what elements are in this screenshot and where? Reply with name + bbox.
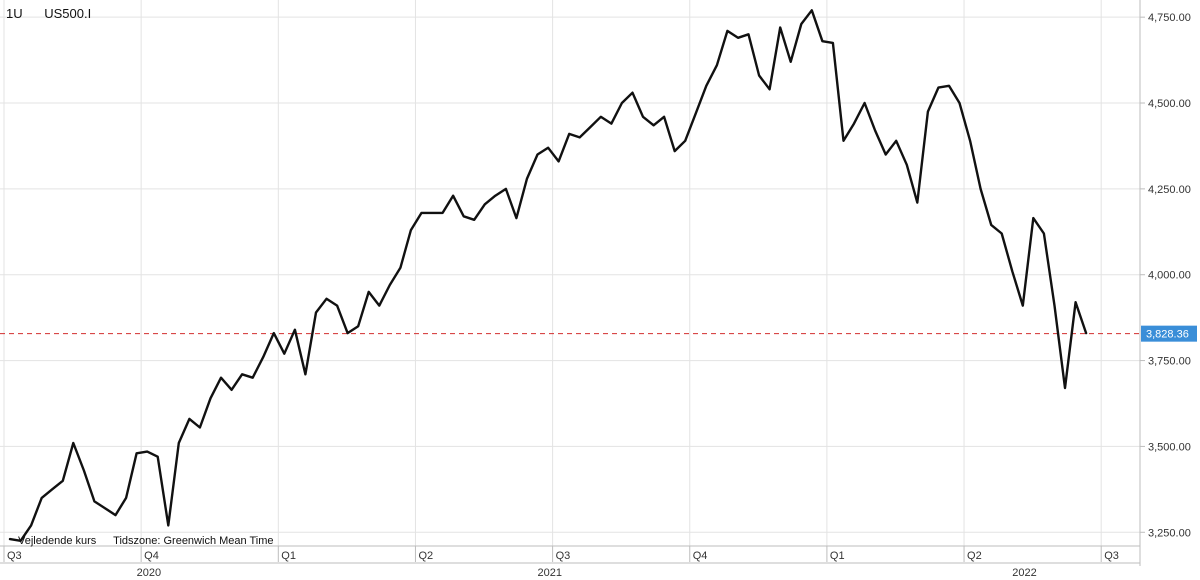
chart-footer-note: Vejledende kurs Tidszone: Greenwich Mean… [18, 535, 288, 547]
x-tick-label: Q2 [418, 550, 433, 562]
vertical-gridlines [3, 0, 1102, 546]
year-label: 2022 [1012, 567, 1036, 579]
x-tick-label: Q4 [144, 550, 159, 562]
price-type-label: Vejledende kurs [18, 535, 97, 547]
year-label: 2021 [538, 567, 562, 579]
y-tick-label: 3,250.00 [1148, 527, 1191, 539]
x-tick-label: Q3 [556, 550, 571, 562]
series-line [8, 9, 1088, 542]
horizontal-gridlines [0, 16, 1140, 533]
x-tick-label: Q1 [830, 550, 845, 562]
x-tick-label: Q4 [693, 550, 708, 562]
year-axis: 2020 2021 2022 [137, 567, 1037, 579]
last-price-badge: 3,828.36 [1141, 325, 1197, 342]
y-tick-label: 3,500.00 [1148, 441, 1191, 453]
y-tick-label: 4,750.00 [1148, 12, 1191, 24]
last-price-label: 3,828.36 [1146, 329, 1189, 341]
x-tick-label: Q2 [967, 550, 982, 562]
y-axis-ticks: 3,250.00 3,500.00 3,750.00 4,000.00 4,250.00… [1140, 12, 1191, 539]
last-price-badge-bg [1141, 325, 1197, 342]
y-tick-label: 4,250.00 [1148, 184, 1191, 196]
timezone-label: Tidszone: Greenwich Mean Time [113, 535, 274, 547]
y-tick-label: 4,000.00 [1148, 270, 1191, 282]
y-tick-label: 4,500.00 [1148, 98, 1191, 110]
x-tick-label: Q3 [1104, 550, 1119, 562]
y-tick-label: 3,750.00 [1148, 356, 1191, 368]
x-tick-label: Q3 [7, 550, 22, 562]
year-label: 2020 [137, 567, 161, 579]
interval-label[interactable]: 1U [6, 6, 23, 21]
chart-header: 1U US500.I [6, 6, 109, 21]
x-tick-label: Q1 [281, 550, 296, 562]
symbol-label[interactable]: US500.I [44, 6, 92, 21]
x-axis-ticks: Q3 Q4 Q1 Q2 Q3 Q4 Q1 Q2 Q3 [3, 546, 1119, 562]
